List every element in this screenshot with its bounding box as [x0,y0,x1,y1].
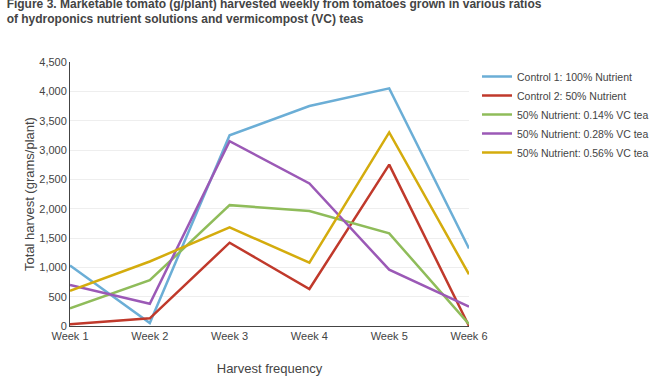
svg-text:50% Nutrient: 0.56% VC tea: 50% Nutrient: 0.56% VC tea [517,147,648,159]
svg-text:2,000: 2,000 [39,203,67,215]
svg-text:Week 1: Week 1 [51,330,88,342]
svg-text:50% Nutrient: 0.28% VC tea: 50% Nutrient: 0.28% VC tea [517,128,648,140]
svg-text:0: 0 [61,320,67,332]
svg-text:1,500: 1,500 [39,232,67,244]
svg-text:Total harvest (grams/plant): Total harvest (grams/plant) [22,117,37,271]
svg-text:Control 1: 100% Nutrient: Control 1: 100% Nutrient [517,71,632,83]
svg-text:4,500: 4,500 [39,56,67,68]
svg-text:50% Nutrient: 0.14% VC tea: 50% Nutrient: 0.14% VC tea [517,109,648,121]
svg-text:Harvest frequency: Harvest frequency [217,361,323,376]
svg-text:Figure 3. Marketable tomato (g: Figure 3. Marketable tomato (g/plant) ha… [7,0,542,26]
svg-text:Control 2: 50% Nutrient: Control 2: 50% Nutrient [517,90,626,102]
svg-text:2,500: 2,500 [39,173,67,185]
svg-text:3,500: 3,500 [39,115,67,127]
svg-text:Week 2: Week 2 [131,330,168,342]
svg-text:Week 5: Week 5 [371,330,408,342]
svg-text:500: 500 [48,291,66,303]
svg-text:4,000: 4,000 [39,85,67,97]
svg-text:Week 6: Week 6 [450,330,487,342]
svg-text:1,000: 1,000 [39,261,67,273]
svg-text:Week 3: Week 3 [211,330,248,342]
svg-text:3,000: 3,000 [39,144,67,156]
svg-text:Week 4: Week 4 [291,330,328,342]
